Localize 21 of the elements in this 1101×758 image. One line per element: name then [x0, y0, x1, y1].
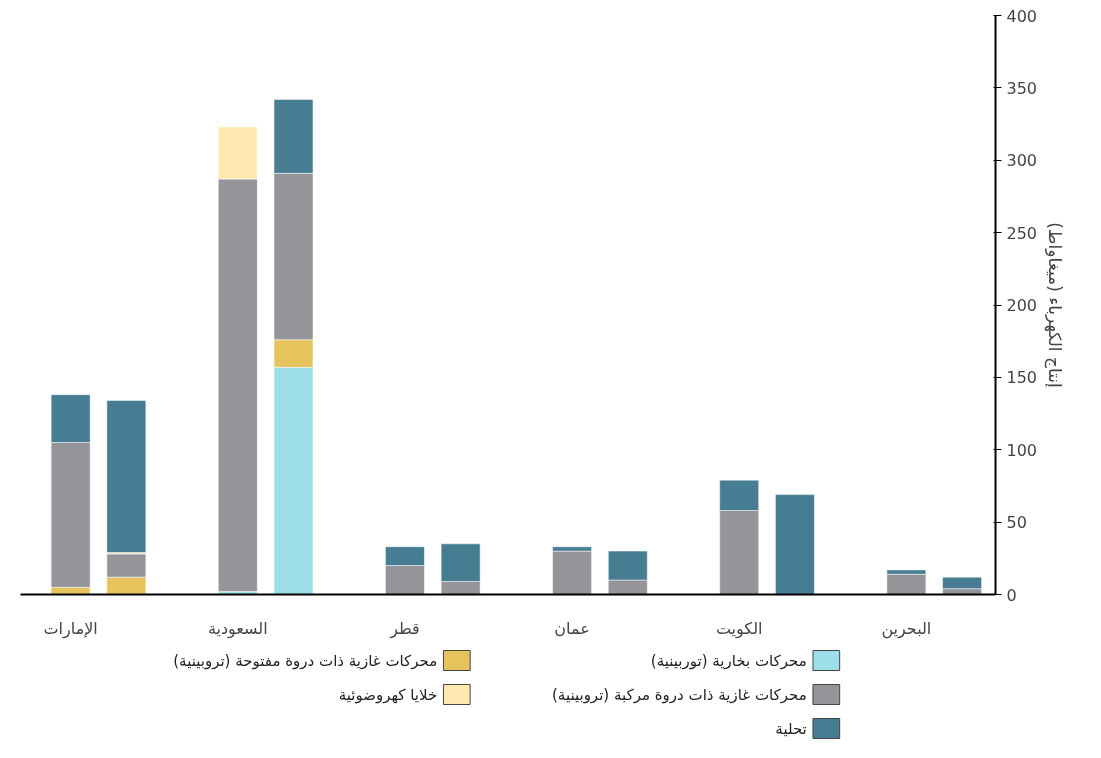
y-axis-title: إنتاج الكهرباء (ميغاواط) [1044, 222, 1066, 388]
legend-label: محركات بخارية (توربينية) [650, 651, 807, 670]
legend-label: محركات غازية ذات دروة مركبة (تروبينية) [551, 685, 807, 704]
x-tick-label: السعودية [207, 618, 268, 639]
y-tick-label: 250 [1006, 223, 1038, 243]
y-tick-label: 200 [1006, 296, 1038, 315]
x-tick-label: عمان [554, 618, 590, 638]
x-tick-label: الإمارات [43, 618, 98, 639]
legend-label: تحلية [775, 719, 807, 738]
x-tick-label: قطر [389, 618, 420, 639]
x-tick-label: الكويت [715, 618, 763, 639]
y-tick-label: 300 [1006, 151, 1038, 171]
y-tick-label: 100 [1006, 440, 1038, 460]
x-tick-label: البحرين [881, 618, 932, 639]
y-tick-label: 0 [1006, 585, 1017, 605]
legend-label: خلايا كهروضوئية [338, 685, 438, 704]
y-tick-label: 400 [1006, 6, 1038, 26]
legend-label: محركات غازية ذات دروة مفتوحة (تروبينية) [173, 651, 438, 670]
y-tick-label: 350 [1006, 78, 1038, 98]
y-tick-label: 50 [1006, 513, 1027, 533]
y-tick-label: 150 [1006, 368, 1038, 388]
